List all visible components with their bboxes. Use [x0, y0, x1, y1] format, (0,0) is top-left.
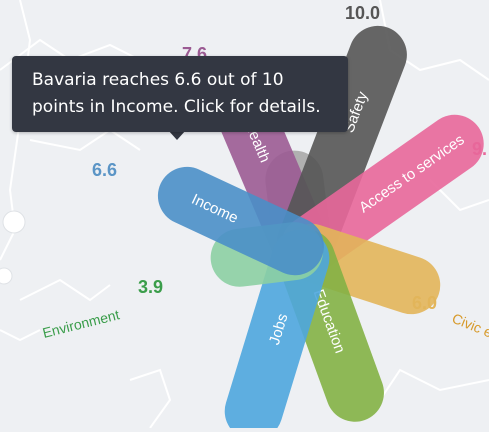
income-value: 6.6	[92, 160, 117, 180]
environment-value: 3.9	[138, 277, 163, 297]
safety-value: 10.0	[345, 3, 380, 23]
tooltip-line-1: Bavaria reaches 6.6 out of 10	[32, 67, 334, 94]
map-dots	[0, 211, 25, 284]
civic-outer-label: Civic e	[450, 310, 489, 341]
access-value: 9.	[472, 139, 487, 159]
environment-outer-label: Environment	[41, 306, 121, 341]
civic-value: 6.0	[412, 293, 437, 313]
tooltip: Bavaria reaches 6.6 out of 10 points in …	[12, 56, 348, 132]
tooltip-line-2: points in Income. Click for details.	[32, 94, 334, 121]
